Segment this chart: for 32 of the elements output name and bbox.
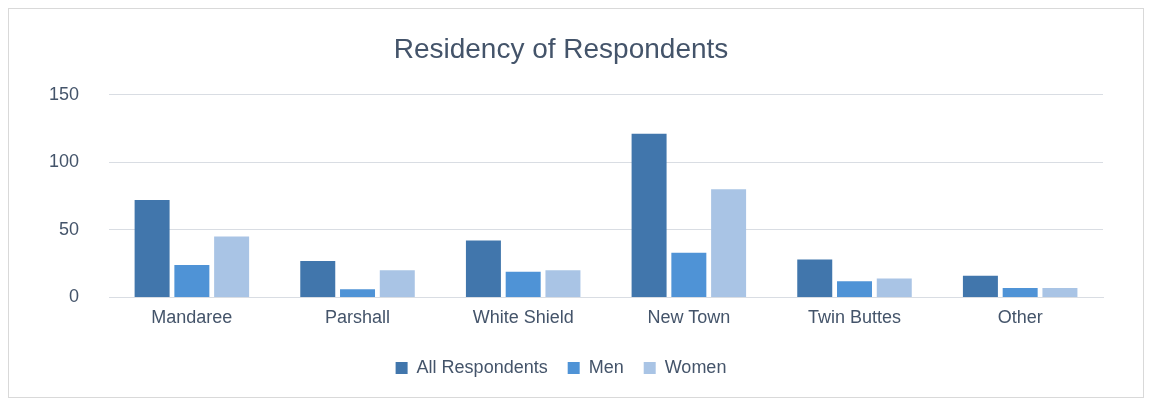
x-tick-label: Other (997, 307, 1043, 328)
bar (711, 189, 747, 297)
bar (631, 133, 667, 297)
bar (545, 270, 581, 297)
y-tick-label: 50 (59, 218, 80, 239)
x-tick-label: Parshall (325, 307, 391, 328)
x-tick-label: Mandaree (151, 307, 233, 328)
bar (465, 240, 501, 297)
chart-title: Residency of Respondents (393, 32, 729, 64)
bar (174, 264, 210, 297)
bar (797, 259, 833, 297)
y-tick-label: 0 (69, 286, 80, 307)
y-tick-label: 150 (48, 83, 80, 104)
x-tick-label: New Town (647, 307, 731, 328)
bar (837, 281, 872, 297)
bar (876, 278, 912, 297)
x-tick-label: Twin Buttes (807, 307, 902, 328)
bar (379, 270, 415, 297)
bar (1002, 287, 1038, 297)
bar (300, 260, 336, 297)
bar (962, 275, 998, 297)
legend-label: Women (664, 356, 727, 377)
legend-label: All Respondents (416, 356, 548, 377)
bar (340, 289, 376, 297)
bar (505, 271, 541, 297)
bar (1042, 287, 1078, 297)
bar (134, 200, 170, 297)
bar (214, 236, 250, 297)
bar (671, 252, 707, 297)
legend-label: Men (588, 356, 624, 377)
y-tick-label: 100 (48, 151, 80, 172)
x-tick-label: White Shield (472, 307, 574, 328)
